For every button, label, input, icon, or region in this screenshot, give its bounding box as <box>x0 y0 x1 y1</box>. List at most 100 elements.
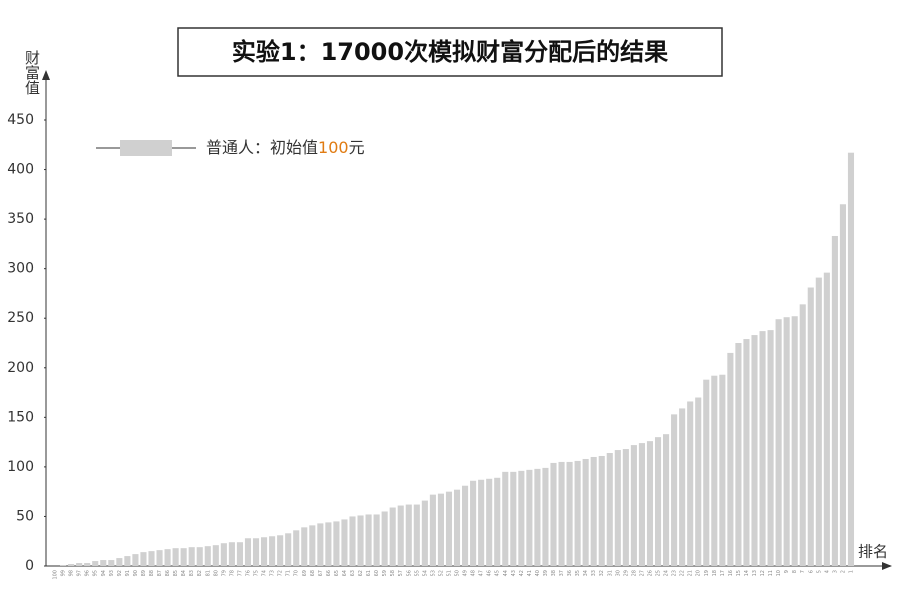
x-tick-label: 19 <box>704 570 710 576</box>
x-tick-label: 24 <box>664 570 670 576</box>
legend-suffix: 元 <box>349 138 365 157</box>
x-tick-label: 91 <box>125 570 131 576</box>
bar <box>60 565 67 566</box>
bar <box>526 469 533 566</box>
bar <box>791 316 798 566</box>
bar <box>654 437 662 566</box>
bar <box>309 525 316 566</box>
x-tick-label: 65 <box>334 570 340 576</box>
x-tick-label: 16 <box>728 570 734 576</box>
bar <box>695 397 702 566</box>
x-tick-label: 2 <box>840 570 846 573</box>
bar <box>823 272 830 566</box>
x-tick-label: 69 <box>302 570 308 576</box>
x-tick-label: 97 <box>77 570 83 576</box>
x-tick-label: 72 <box>278 570 284 576</box>
y-tick-label: 400 <box>7 162 34 178</box>
bar <box>711 375 718 566</box>
x-tick-label: 79 <box>221 570 227 576</box>
bar <box>180 548 187 566</box>
x-tick-label: 52 <box>438 570 444 576</box>
x-tick-label: 43 <box>511 570 517 576</box>
bar <box>413 504 420 566</box>
bar <box>389 507 396 566</box>
bar <box>188 547 195 566</box>
bar <box>614 450 621 566</box>
bar <box>574 460 581 566</box>
x-arrow <box>882 562 892 570</box>
x-tick-label: 57 <box>398 570 404 576</box>
x-tick-label: 53 <box>430 570 436 576</box>
x-tick-label: 7 <box>800 570 806 573</box>
x-tick-label: 8 <box>792 570 798 573</box>
bar <box>542 467 549 566</box>
x-tick-label: 76 <box>245 570 251 576</box>
bar <box>140 552 147 566</box>
bar <box>687 401 694 566</box>
bar <box>703 379 710 566</box>
bar <box>783 317 790 566</box>
bar <box>92 561 99 566</box>
bar <box>518 470 525 566</box>
x-tick-label: 40 <box>535 570 541 576</box>
bar <box>212 545 219 566</box>
x-tick-label: 70 <box>294 570 300 576</box>
x-tick-label: 86 <box>165 570 171 576</box>
x-tick-label: 78 <box>229 570 235 576</box>
x-tick-label: 29 <box>623 570 629 576</box>
x-tick-label: 96 <box>85 570 91 576</box>
bar <box>429 494 436 566</box>
x-tick-label: 28 <box>631 570 637 576</box>
x-tick-label: 44 <box>503 570 509 576</box>
x-tick-label: 22 <box>680 570 686 576</box>
bar <box>534 468 541 566</box>
x-tick-label: 80 <box>213 570 219 576</box>
bar <box>799 304 806 566</box>
bar <box>437 493 444 566</box>
x-tick-label: 42 <box>519 570 525 576</box>
bar <box>108 560 115 566</box>
bar <box>269 536 276 566</box>
bar <box>638 443 645 566</box>
legend-text: 普通人：初始值 <box>206 138 318 157</box>
bar <box>164 549 171 566</box>
x-tick-label: 73 <box>270 570 276 576</box>
x-tick-label: 34 <box>583 570 589 576</box>
bar <box>630 445 637 566</box>
x-tick-label: 20 <box>696 570 702 576</box>
bar <box>301 527 308 566</box>
bar <box>831 235 838 566</box>
bar <box>333 521 340 566</box>
bar <box>646 441 654 566</box>
bar <box>204 546 211 566</box>
bar <box>735 343 742 566</box>
x-tick-label: 14 <box>744 570 750 576</box>
x-tick-label: 11 <box>768 570 774 576</box>
x-tick-label: 66 <box>326 570 332 576</box>
bar <box>679 408 686 566</box>
x-tick-label: 68 <box>310 570 316 576</box>
legend-swatch <box>120 140 172 156</box>
y-tick-label: 200 <box>7 360 34 376</box>
bar <box>100 560 107 566</box>
x-tick-label: 32 <box>599 570 605 576</box>
legend-highlight: 100 <box>318 138 349 157</box>
y-tick-label: 100 <box>7 459 34 475</box>
bar <box>252 538 260 566</box>
x-tick-label: 62 <box>358 570 364 576</box>
x-tick-label: 27 <box>639 570 645 576</box>
y-tick-label: 0 <box>25 558 34 574</box>
x-tick-label: 25 <box>656 570 662 576</box>
bar <box>397 505 404 566</box>
bar <box>606 453 613 566</box>
bar <box>751 335 758 566</box>
x-tick-label: 37 <box>559 570 565 576</box>
bar <box>566 461 573 566</box>
bar <box>462 485 469 566</box>
bar <box>622 449 629 566</box>
x-tick-label: 21 <box>688 570 694 576</box>
x-tick-label: 82 <box>197 570 203 576</box>
bar <box>341 519 348 566</box>
